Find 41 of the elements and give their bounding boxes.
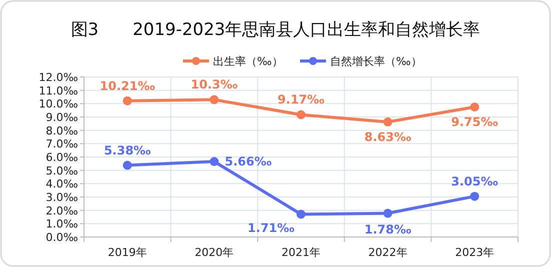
y-tick-label: 3.0‰ [46, 191, 78, 204]
legend-label: 出生率（‰） [213, 55, 283, 68]
x-tick-label: 2022年 [368, 246, 408, 259]
point [470, 192, 480, 201]
y-tick-label: 10.0‰ [38, 98, 78, 111]
point [383, 208, 392, 218]
point [296, 210, 306, 219]
data-label: 1.78‰ [364, 222, 412, 236]
point [383, 117, 392, 126]
y-tick-label: 9.0‰ [46, 111, 78, 124]
y-tick-label: 7.0‰ [46, 138, 78, 151]
x-tick-label: 2023年 [455, 246, 494, 259]
data-label: 5.66‰ [224, 154, 272, 169]
point [122, 96, 132, 106]
x-tick-label: 2020年 [194, 246, 234, 259]
y-tick-label: 8.0‰ [46, 124, 78, 138]
y-tick-label: 1.0‰ [46, 218, 78, 231]
data-label: 3.05‰ [451, 174, 498, 188]
point [210, 95, 219, 104]
data-label: 10.3‰ [190, 78, 238, 92]
data-label: 8.63‰ [364, 130, 412, 144]
data-label: 1.71‰ [248, 221, 294, 236]
x-tick-label: 2019年 [108, 246, 147, 259]
legend-label: 自然增长率（‰） [330, 55, 422, 68]
y-tick-label: 0.0‰ [46, 231, 78, 244]
data-label: 9.17‰ [278, 92, 324, 107]
y-tick-label: 5.0‰ [46, 164, 78, 178]
y-tick-label: 2.0‰ [46, 204, 78, 218]
data-label: 5.38‰ [104, 143, 151, 158]
data-label: 10.21‰ [100, 78, 156, 93]
y-tick-label: 12.0‰ [38, 71, 78, 84]
data-label: 9.75‰ [451, 115, 498, 129]
y-tick-label: 6.0‰ [46, 151, 78, 164]
x-tick-label: 2021年 [282, 246, 320, 259]
point [122, 160, 132, 170]
point [296, 110, 306, 120]
y-tick-label: 11.0‰ [38, 84, 78, 98]
y-tick-label: 4.0‰ [46, 178, 78, 191]
point [470, 102, 480, 112]
point [210, 157, 219, 166]
chart-title: 图3 2019-2023年思南县人口出生率和自然增长率 [70, 20, 480, 40]
